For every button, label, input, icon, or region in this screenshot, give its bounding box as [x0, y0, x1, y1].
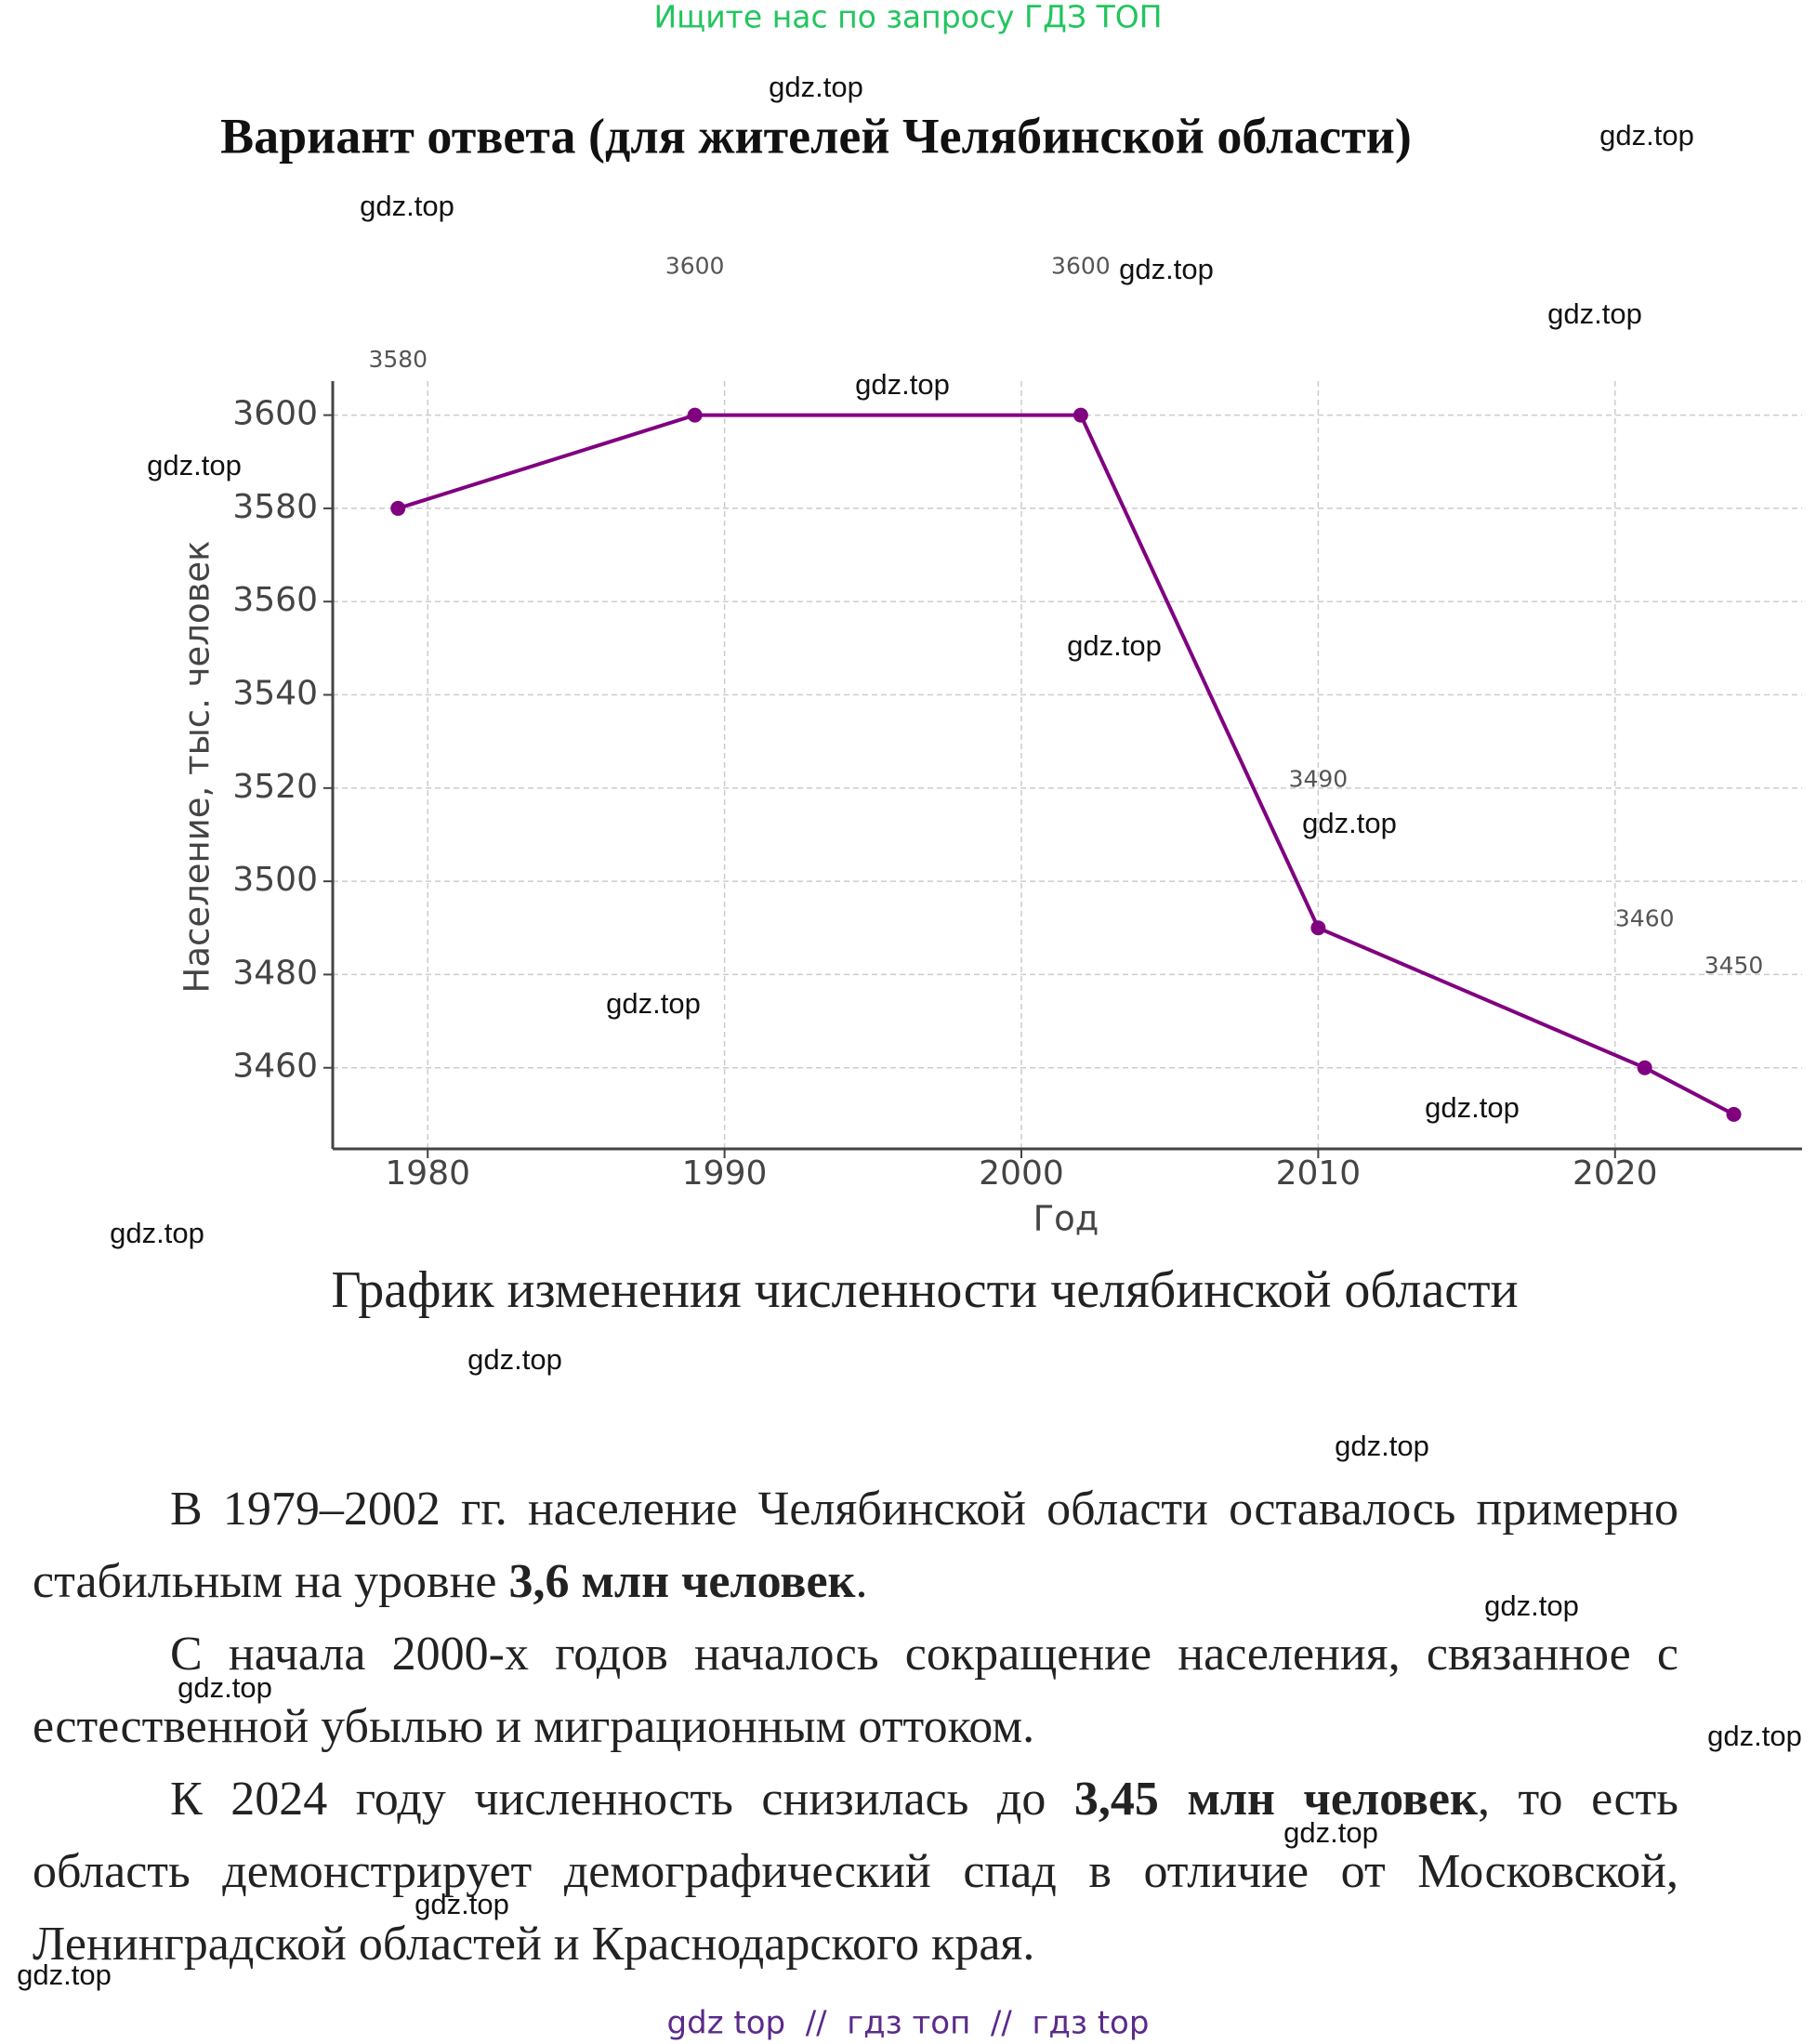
paragraph: В 1979–2002 гг. население Челябинской об… — [33, 1473, 1678, 1618]
text-run: 3,45 млн человек — [1073, 1773, 1478, 1826]
y-axis-label: Население, тыс. человек — [178, 541, 217, 994]
title: Вариант ответа (для жителей Челябинской … — [220, 108, 1412, 164]
y-tick-label: 3460 — [232, 1048, 318, 1086]
point — [1637, 1060, 1652, 1075]
data-label: 3490 — [1289, 765, 1349, 792]
line — [397, 413, 1735, 1116]
paragraph: С начала 2000-х годов началось сокращени… — [33, 1618, 1678, 1763]
body-text: В 1979–2002 гг. население Челябинской об… — [33, 1473, 1678, 1981]
data-label: 3600 — [1051, 253, 1111, 280]
text-run: , то есть область демонстрирует демограф… — [33, 1773, 1678, 1971]
watermark: gdz.top — [17, 1958, 112, 1991]
data-label: 3450 — [1704, 952, 1764, 979]
y-tick-label: 3560 — [232, 581, 318, 619]
watermark: gdz.top — [769, 71, 863, 103]
text-run: 3,6 млн человек — [508, 1555, 856, 1608]
watermark: gdz.top — [855, 368, 950, 401]
y-tick-label: 3520 — [232, 768, 318, 806]
y-tick-label: 3580 — [232, 488, 318, 526]
data-label: 3580 — [368, 346, 428, 373]
watermark: gdz.top — [1335, 1430, 1429, 1462]
search-hint: Ищите нас по запросу ГДЗ ТОП — [653, 0, 1162, 35]
data-label: 3460 — [1615, 905, 1675, 932]
watermark: gdz.top — [110, 1217, 204, 1249]
point — [1310, 920, 1326, 936]
text-run: В 1979–2002 гг. население Челябинской об… — [33, 1483, 1678, 1608]
watermark: gdz.top — [1425, 1091, 1520, 1124]
watermark: gdz.top — [360, 190, 454, 222]
x-tick-label: 2020 — [1573, 1154, 1658, 1193]
y-tick-label: 3600 — [232, 395, 318, 433]
footer: gdz top // гдз топ // гдз top — [667, 2005, 1150, 2042]
text-run: С начала 2000-х годов началось сокращени… — [33, 1628, 1678, 1753]
text-run: К 2024 году численность снизилась до — [170, 1773, 1074, 1826]
watermark: gdz.top — [467, 1343, 562, 1376]
data-label: 3600 — [665, 253, 725, 280]
x-tick-label: 2010 — [1276, 1154, 1362, 1193]
watermark: gdz.top — [1302, 807, 1397, 839]
point — [1726, 1106, 1742, 1122]
watermark: gdz.top — [1484, 1589, 1579, 1622]
x-tick-label: 2000 — [979, 1154, 1064, 1193]
watermark: gdz.top — [1707, 1720, 1802, 1752]
watermark: gdz.top — [1283, 1816, 1378, 1849]
point — [1072, 407, 1088, 423]
y-tick-label: 3540 — [232, 675, 318, 713]
watermark: gdz.top — [178, 1671, 272, 1704]
paragraph: К 2024 году численность снизилась до 3,4… — [33, 1763, 1678, 1981]
text-run: . — [855, 1555, 868, 1608]
x-tick-label: 1990 — [682, 1154, 768, 1193]
watermark: gdz.top — [1547, 297, 1642, 330]
chart-caption: График изменения численности челябинской… — [331, 1261, 1518, 1319]
watermark: gdz.top — [606, 987, 701, 1020]
y-tick-label: 3500 — [232, 861, 318, 899]
watermark: gdz.top — [1599, 119, 1694, 152]
watermark: gdz.top — [147, 449, 242, 481]
point — [390, 500, 406, 516]
watermark: gdz.top — [1067, 629, 1162, 662]
watermark: gdz.top — [415, 1888, 509, 1920]
watermark: gdz.top — [1119, 253, 1214, 285]
point — [687, 407, 703, 423]
x-axis-label: Год — [1033, 1199, 1099, 1239]
x-tick-label: 1980 — [385, 1154, 470, 1193]
y-tick-label: 3480 — [232, 954, 318, 992]
